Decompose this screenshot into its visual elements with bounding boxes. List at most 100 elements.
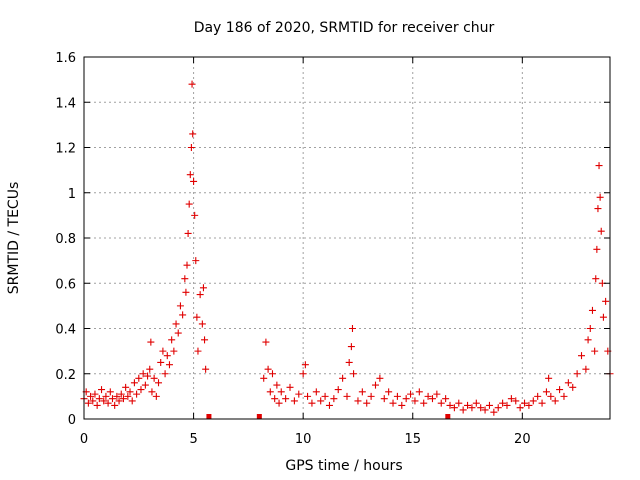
data-point [176,302,184,310]
data-point [547,392,555,400]
data-point [98,386,106,394]
data-point [593,245,601,253]
data-point [179,311,187,319]
data-point [183,261,191,269]
data-point [192,257,200,265]
data-point [268,370,276,378]
data-point [299,370,307,378]
data-point [133,390,141,398]
data-point [119,395,127,403]
data-point [286,383,294,391]
data-point [560,392,568,400]
data-point [273,381,281,389]
data-point [190,177,198,185]
data-point [569,383,577,391]
data-point [115,397,123,405]
data-point [193,313,201,321]
data-point [89,397,97,405]
data-point [420,399,428,407]
data-point [350,370,358,378]
data-point [194,347,202,355]
data-point [196,291,204,299]
data-point [157,358,165,366]
data-point [174,329,182,337]
data-point [545,374,553,382]
y-tick-label: 1.2 [55,142,76,157]
y-tick-label: 0.4 [55,323,76,338]
x-tick-label: 5 [189,432,197,447]
data-point [582,365,590,373]
data-point [393,392,401,400]
data-point [564,379,572,387]
plot-frame [83,56,611,420]
data-point [137,386,145,394]
data-point [354,397,362,405]
data-point [597,227,605,235]
chart-title: Day 186 of 2020, SRMTID for receiver chu… [194,20,495,36]
data-point [459,406,467,414]
data-point [312,388,320,396]
data-point [437,399,445,407]
data-point [468,404,476,412]
data-point [516,404,524,412]
data-point [186,171,194,179]
gap-marker [256,414,262,419]
data-point [521,399,529,407]
data-point [141,381,149,389]
data-point [358,388,366,396]
y-tick-label: 0.2 [55,368,76,383]
data-point [339,374,347,382]
data-point [573,370,581,378]
data-point [87,392,95,400]
data-point [490,408,498,416]
data-point [433,390,441,398]
data-point [201,336,209,344]
data-point [189,130,197,138]
data-point [415,388,423,396]
data-point [367,392,375,400]
data-point [424,392,432,400]
data-point [485,401,493,409]
data-point [161,370,169,378]
data-point [187,144,195,151]
data-point [507,395,515,403]
data-point [282,395,290,403]
y-tick-label: 1.4 [55,96,76,111]
data-point [591,347,599,355]
data-point [128,397,136,405]
data-point [334,386,342,394]
data-point [163,352,171,360]
data-point [376,374,384,382]
data-point [262,338,270,346]
data-point [126,388,134,396]
y-tick-label: 0.6 [55,277,76,292]
data-point [155,379,163,387]
data-point [464,401,472,409]
data-point [450,404,458,412]
data-point [402,395,410,403]
data-point [181,275,189,283]
data-point [95,395,103,403]
data-point [398,401,406,409]
data-point [260,374,268,382]
data-point [301,361,309,369]
data-point [290,397,298,405]
y-tick-label: 0.8 [55,232,76,247]
data-point [578,352,586,360]
data-point [595,162,603,170]
data-point [556,386,564,394]
data-point [512,397,520,405]
data-point [188,80,196,88]
data-point [534,392,542,400]
data-point [264,365,272,373]
data-point [428,395,436,403]
axis-ticks: 0 0.2 0.4 0.6 0.8 1 1.2 1.4 1.6 0 5 10 15 20 [55,51,610,447]
data-point [494,404,502,412]
x-axis-label: GPS time / hours [285,458,402,474]
data-point [172,320,180,328]
data-point [529,397,537,405]
data-point [122,383,130,391]
grid [84,57,610,419]
data-point [91,390,99,398]
data-point [108,395,116,403]
